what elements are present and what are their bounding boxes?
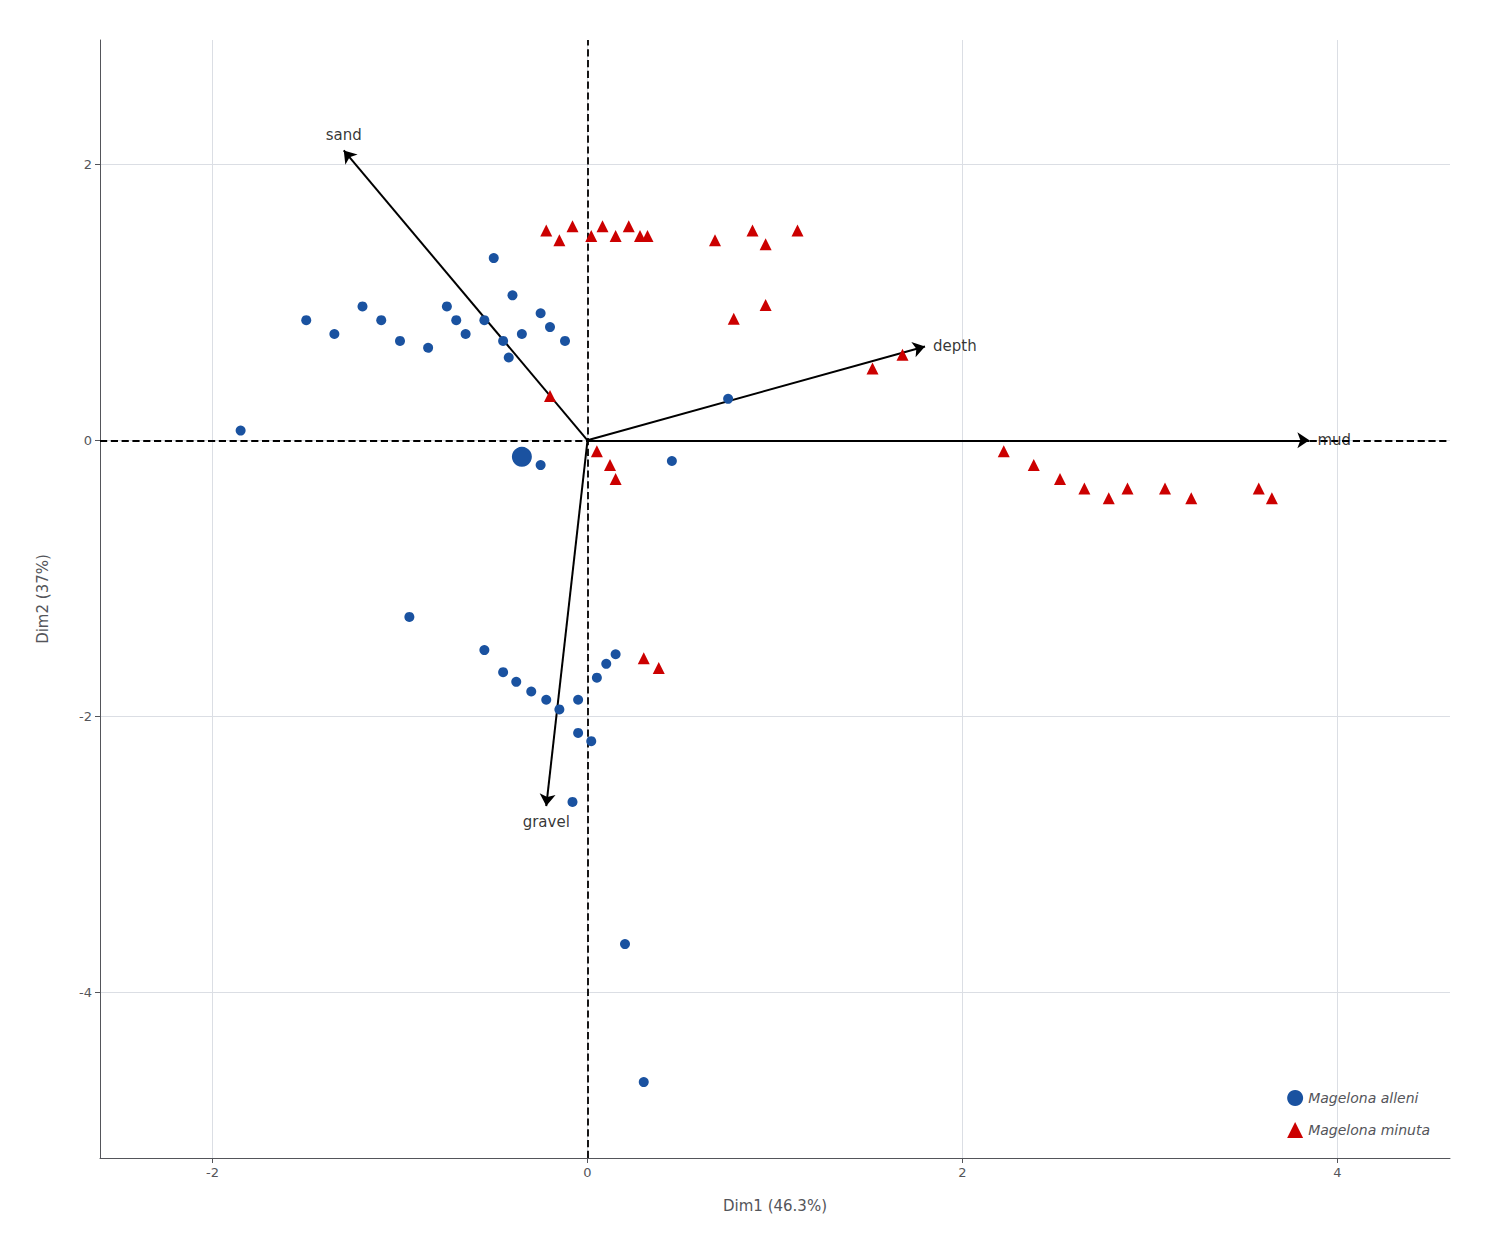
- svg-text:2: 2: [958, 1165, 966, 1180]
- svg-text:depth: depth: [933, 337, 977, 355]
- svg-text:-4: -4: [79, 985, 92, 1000]
- svg-text:-2: -2: [79, 709, 92, 724]
- svg-text:2: 2: [84, 157, 92, 172]
- svg-text:Magelona alleni: Magelona alleni: [1308, 1090, 1418, 1106]
- svg-text:-2: -2: [206, 1165, 219, 1180]
- svg-text:Magelona minuta: Magelona minuta: [1308, 1122, 1430, 1138]
- svg-text:Dim2 (37%): Dim2 (37%): [34, 554, 52, 644]
- svg-text:4: 4: [1333, 1165, 1341, 1180]
- svg-text:0: 0: [583, 1165, 591, 1180]
- svg-text:gravel: gravel: [523, 813, 570, 831]
- svg-text:sand: sand: [326, 126, 362, 144]
- svg-text:0: 0: [84, 433, 92, 448]
- svg-text:mud: mud: [1317, 431, 1351, 449]
- svg-text:Dim1 (46.3%): Dim1 (46.3%): [723, 1197, 827, 1215]
